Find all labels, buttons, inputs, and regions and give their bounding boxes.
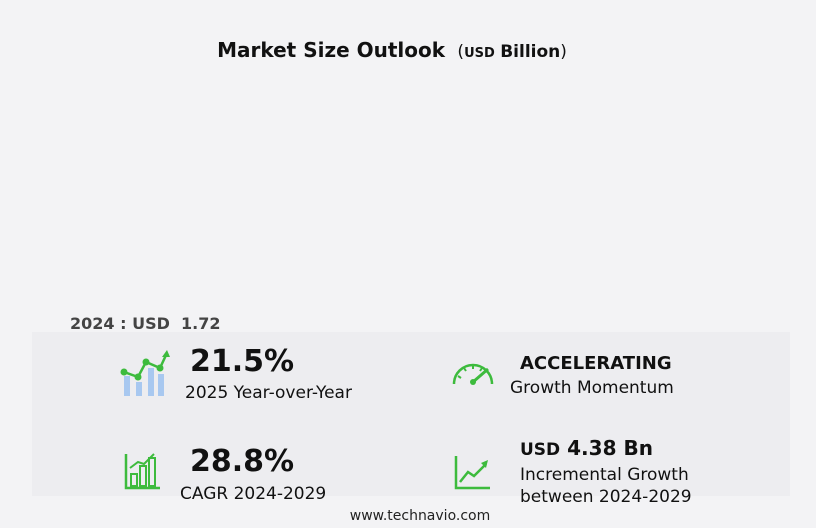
base-year-value: 1.72 (181, 314, 221, 333)
bar-chart-icon (124, 453, 160, 490)
trend-line-icon (454, 456, 490, 490)
momentum-label: Growth Momentum (510, 378, 674, 398)
incremental-prefix: USD (520, 440, 561, 460)
momentum-value: ACCELERATING (520, 353, 672, 374)
chart-title: Market Size Outlook (USD Billion) (0, 38, 784, 62)
base-year-label: 2024 : USD 1.72 (70, 314, 221, 333)
cagr-value: 28.8% (190, 444, 295, 479)
incremental-amount: 4.38 Bn (567, 436, 653, 460)
footer-url: www.technavio.com (349, 508, 491, 524)
cagr-label: CAGR 2024-2029 (180, 484, 327, 504)
incremental-label-1: Incremental Growth (520, 465, 689, 485)
unit-label: Billion (500, 42, 561, 62)
yoy-label: 2025 Year-over-Year (185, 383, 352, 403)
speedometer-icon (452, 363, 494, 385)
metrics-panel (32, 332, 790, 496)
incremental-value: USD 4.38 Bn (520, 436, 653, 460)
base-year-text: 2024 : USD (70, 314, 170, 333)
yoy-value: 21.5% (190, 344, 295, 379)
incremental-label-2: between 2024-2029 (520, 487, 692, 507)
title-unit: (USD Billion) (452, 42, 567, 62)
title-text: Market Size Outlook (217, 38, 446, 62)
chart-plot-area (60, 80, 760, 310)
growth-chart-icon (120, 350, 170, 396)
unit-prefix: USD (464, 46, 495, 61)
